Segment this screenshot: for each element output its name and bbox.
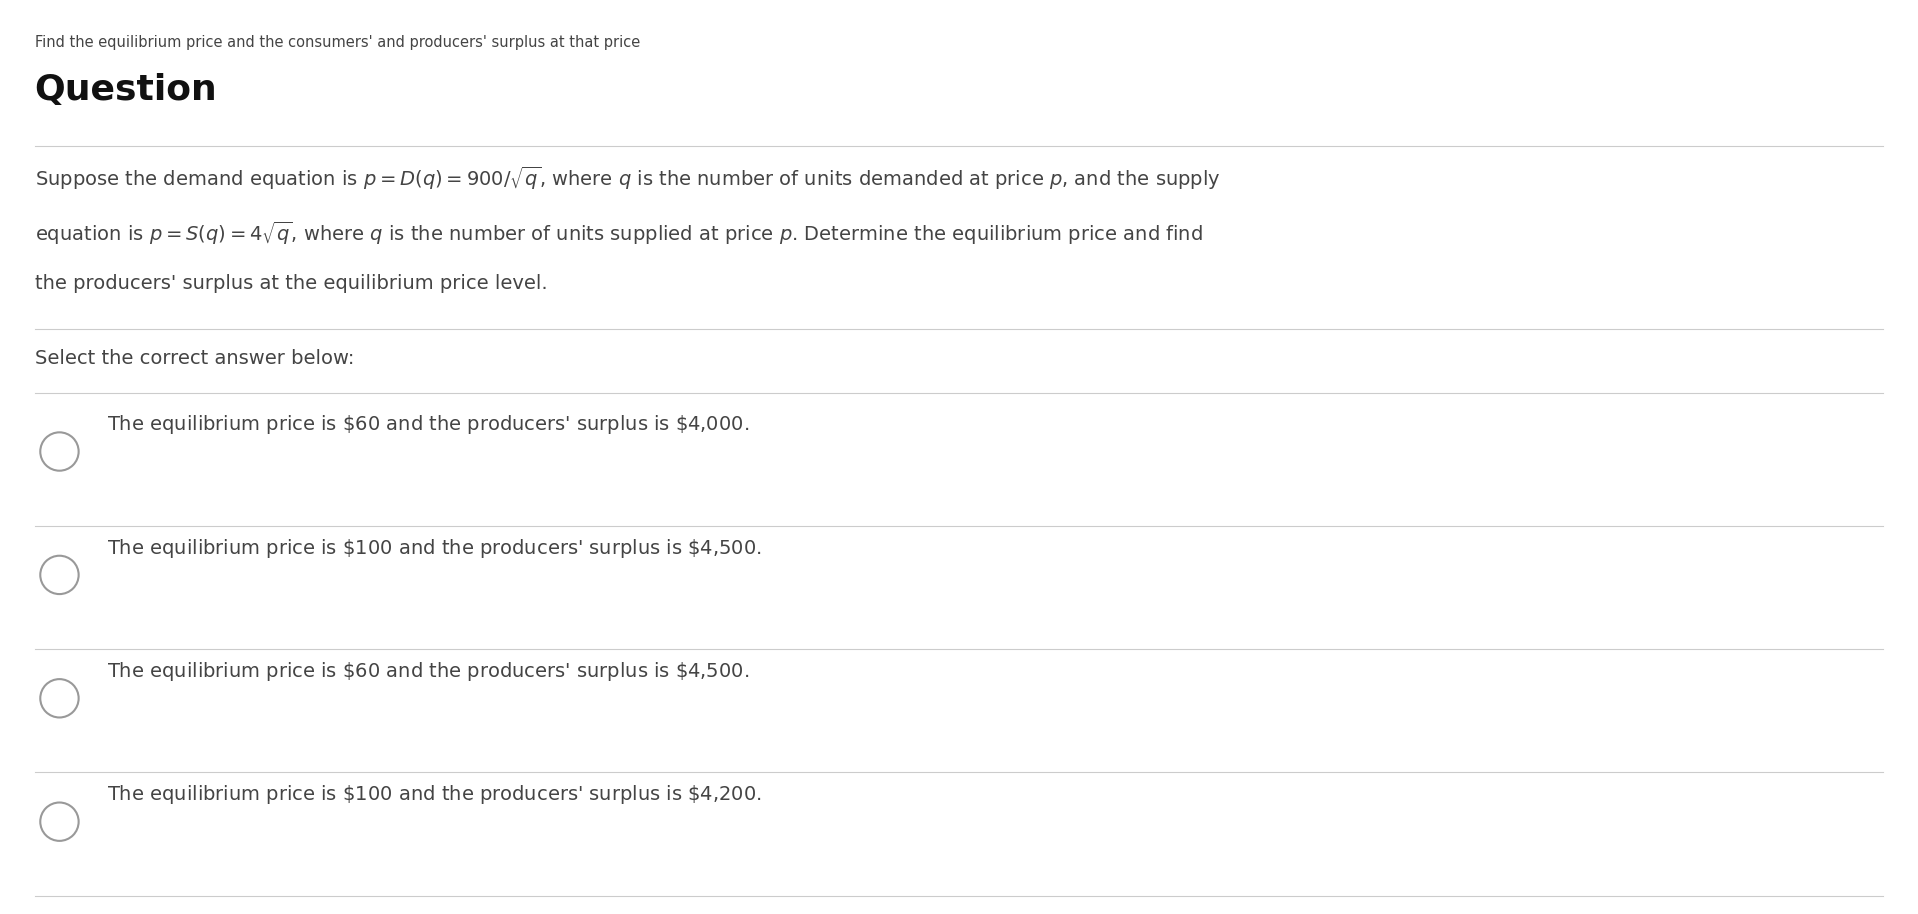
Text: Select the correct answer below:: Select the correct answer below: <box>35 349 355 368</box>
Text: Find the equilibrium price and the consumers' and producers' surplus at that pri: Find the equilibrium price and the consu… <box>35 35 641 49</box>
Text: The equilibrium price is $\$60$ and the producers' surplus is $\$4{,}000$.: The equilibrium price is $\$60$ and the … <box>107 413 750 436</box>
Text: Suppose the demand equation is $p = D(q) = 900/\sqrt{q}$, where $q$ is the numbe: Suppose the demand equation is $p = D(q)… <box>35 165 1220 192</box>
Text: Question: Question <box>35 73 217 107</box>
Text: equation is $p = S(q) = 4\sqrt{q}$, where $q$ is the number of units supplied at: equation is $p = S(q) = 4\sqrt{q}$, wher… <box>35 219 1203 247</box>
Text: the producers' surplus at the equilibrium price level.: the producers' surplus at the equilibriu… <box>35 274 547 293</box>
Text: The equilibrium price is $\$100$ and the producers' surplus is $\$4{,}500$.: The equilibrium price is $\$100$ and the… <box>107 537 761 559</box>
Text: The equilibrium price is $\$60$ and the producers' surplus is $\$4{,}500$.: The equilibrium price is $\$60$ and the … <box>107 660 750 683</box>
Text: The equilibrium price is $\$100$ and the producers' surplus is $\$4{,}200$.: The equilibrium price is $\$100$ and the… <box>107 783 761 806</box>
